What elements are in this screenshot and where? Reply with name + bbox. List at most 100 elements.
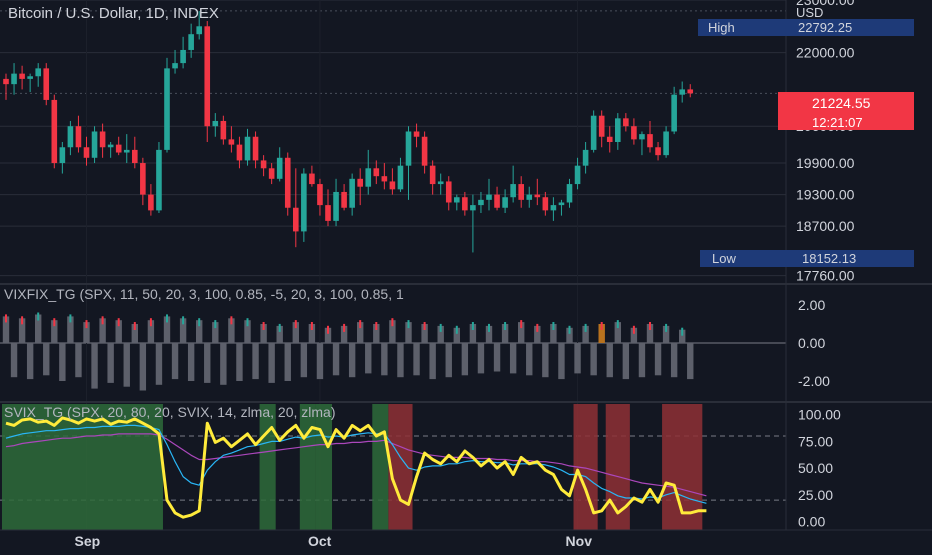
candle[interactable] [164,57,170,153]
candle[interactable] [349,173,355,216]
candle[interactable] [333,178,339,227]
candle[interactable] [19,65,25,90]
candle[interactable] [3,73,9,100]
candle[interactable] [341,184,347,211]
candle[interactable] [421,131,428,174]
svix-red-zone [388,404,413,530]
candle-body [276,157,283,179]
candle[interactable] [91,126,98,164]
candle[interactable] [445,176,452,211]
candle[interactable] [293,168,299,248]
candle[interactable] [276,147,283,182]
candle[interactable] [59,142,66,174]
candle[interactable] [188,23,194,58]
candle[interactable] [228,126,235,153]
candle[interactable] [35,63,41,87]
candle[interactable] [663,126,669,158]
candle[interactable] [75,115,82,153]
candle[interactable] [27,73,33,93]
candle[interactable] [413,123,420,148]
candle[interactable] [655,142,661,161]
candle[interactable] [212,113,219,137]
candle[interactable] [687,84,694,98]
candle[interactable] [494,186,500,211]
candle[interactable] [558,199,565,216]
candle[interactable] [486,178,492,211]
candle[interactable] [606,126,613,153]
candle[interactable] [542,191,549,216]
price-candles[interactable] [3,11,694,253]
svix-green-zone [259,404,276,530]
candle[interactable] [365,149,372,195]
candle[interactable] [454,194,460,211]
candle[interactable] [132,136,138,169]
candle-body [478,199,484,206]
candle[interactable] [615,113,621,150]
candle[interactable] [309,165,315,187]
candle[interactable] [671,86,677,135]
candle[interactable] [115,136,122,156]
candle[interactable] [526,186,533,208]
candle[interactable] [325,189,331,227]
vixfix-histogram[interactable] [2,312,694,391]
candle[interactable] [518,176,524,208]
candle[interactable] [83,136,90,166]
candle[interactable] [437,173,444,195]
svix-signal-line[interactable] [5,424,707,504]
candle[interactable] [11,63,17,95]
low-badge-bg [700,250,914,267]
candle[interactable] [317,178,323,216]
candle[interactable] [590,110,597,153]
candle[interactable] [550,197,557,221]
candle[interactable] [43,63,50,106]
candle[interactable] [252,131,259,169]
candle[interactable] [582,142,589,174]
candle[interactable] [623,113,629,132]
candle[interactable] [470,194,476,253]
candle[interactable] [679,81,685,103]
candle[interactable] [107,142,114,158]
candle[interactable] [196,11,202,40]
svix-lines[interactable] [5,416,707,519]
candle[interactable] [631,118,637,145]
candle-body [671,94,677,132]
candle[interactable] [534,178,541,206]
candle[interactable] [140,157,146,206]
time-axis-label: Sep [75,533,101,549]
candle[interactable] [566,178,573,208]
candle[interactable] [639,131,645,156]
candle[interactable] [268,163,275,185]
candle[interactable] [180,36,186,69]
candle[interactable] [51,94,58,169]
svix-slow-line[interactable] [5,433,707,497]
candle[interactable] [244,128,251,166]
candle[interactable] [405,126,412,200]
candle[interactable] [236,136,243,169]
candle[interactable] [462,191,468,216]
candle[interactable] [204,21,211,142]
candle[interactable] [397,157,404,192]
candle[interactable] [647,120,653,153]
candle[interactable] [429,160,436,195]
candle[interactable] [381,163,388,190]
candle[interactable] [357,168,363,206]
candle[interactable] [220,115,227,145]
candle[interactable] [123,134,130,164]
candle[interactable] [478,191,484,213]
candle[interactable] [99,123,106,158]
candle[interactable] [598,110,605,148]
candle[interactable] [510,165,516,203]
candle[interactable] [373,160,380,185]
candle[interactable] [389,168,396,195]
price-tick-label: 23000.00 [796,0,855,8]
candle[interactable] [284,152,291,216]
candle[interactable] [172,49,178,74]
candle[interactable] [67,120,74,156]
candle[interactable] [156,142,162,213]
candle[interactable] [502,189,508,213]
candle[interactable] [574,157,581,190]
candle[interactable] [148,184,154,216]
svix-main-line[interactable] [5,416,707,519]
candle[interactable] [260,155,267,177]
candle[interactable] [301,168,307,242]
